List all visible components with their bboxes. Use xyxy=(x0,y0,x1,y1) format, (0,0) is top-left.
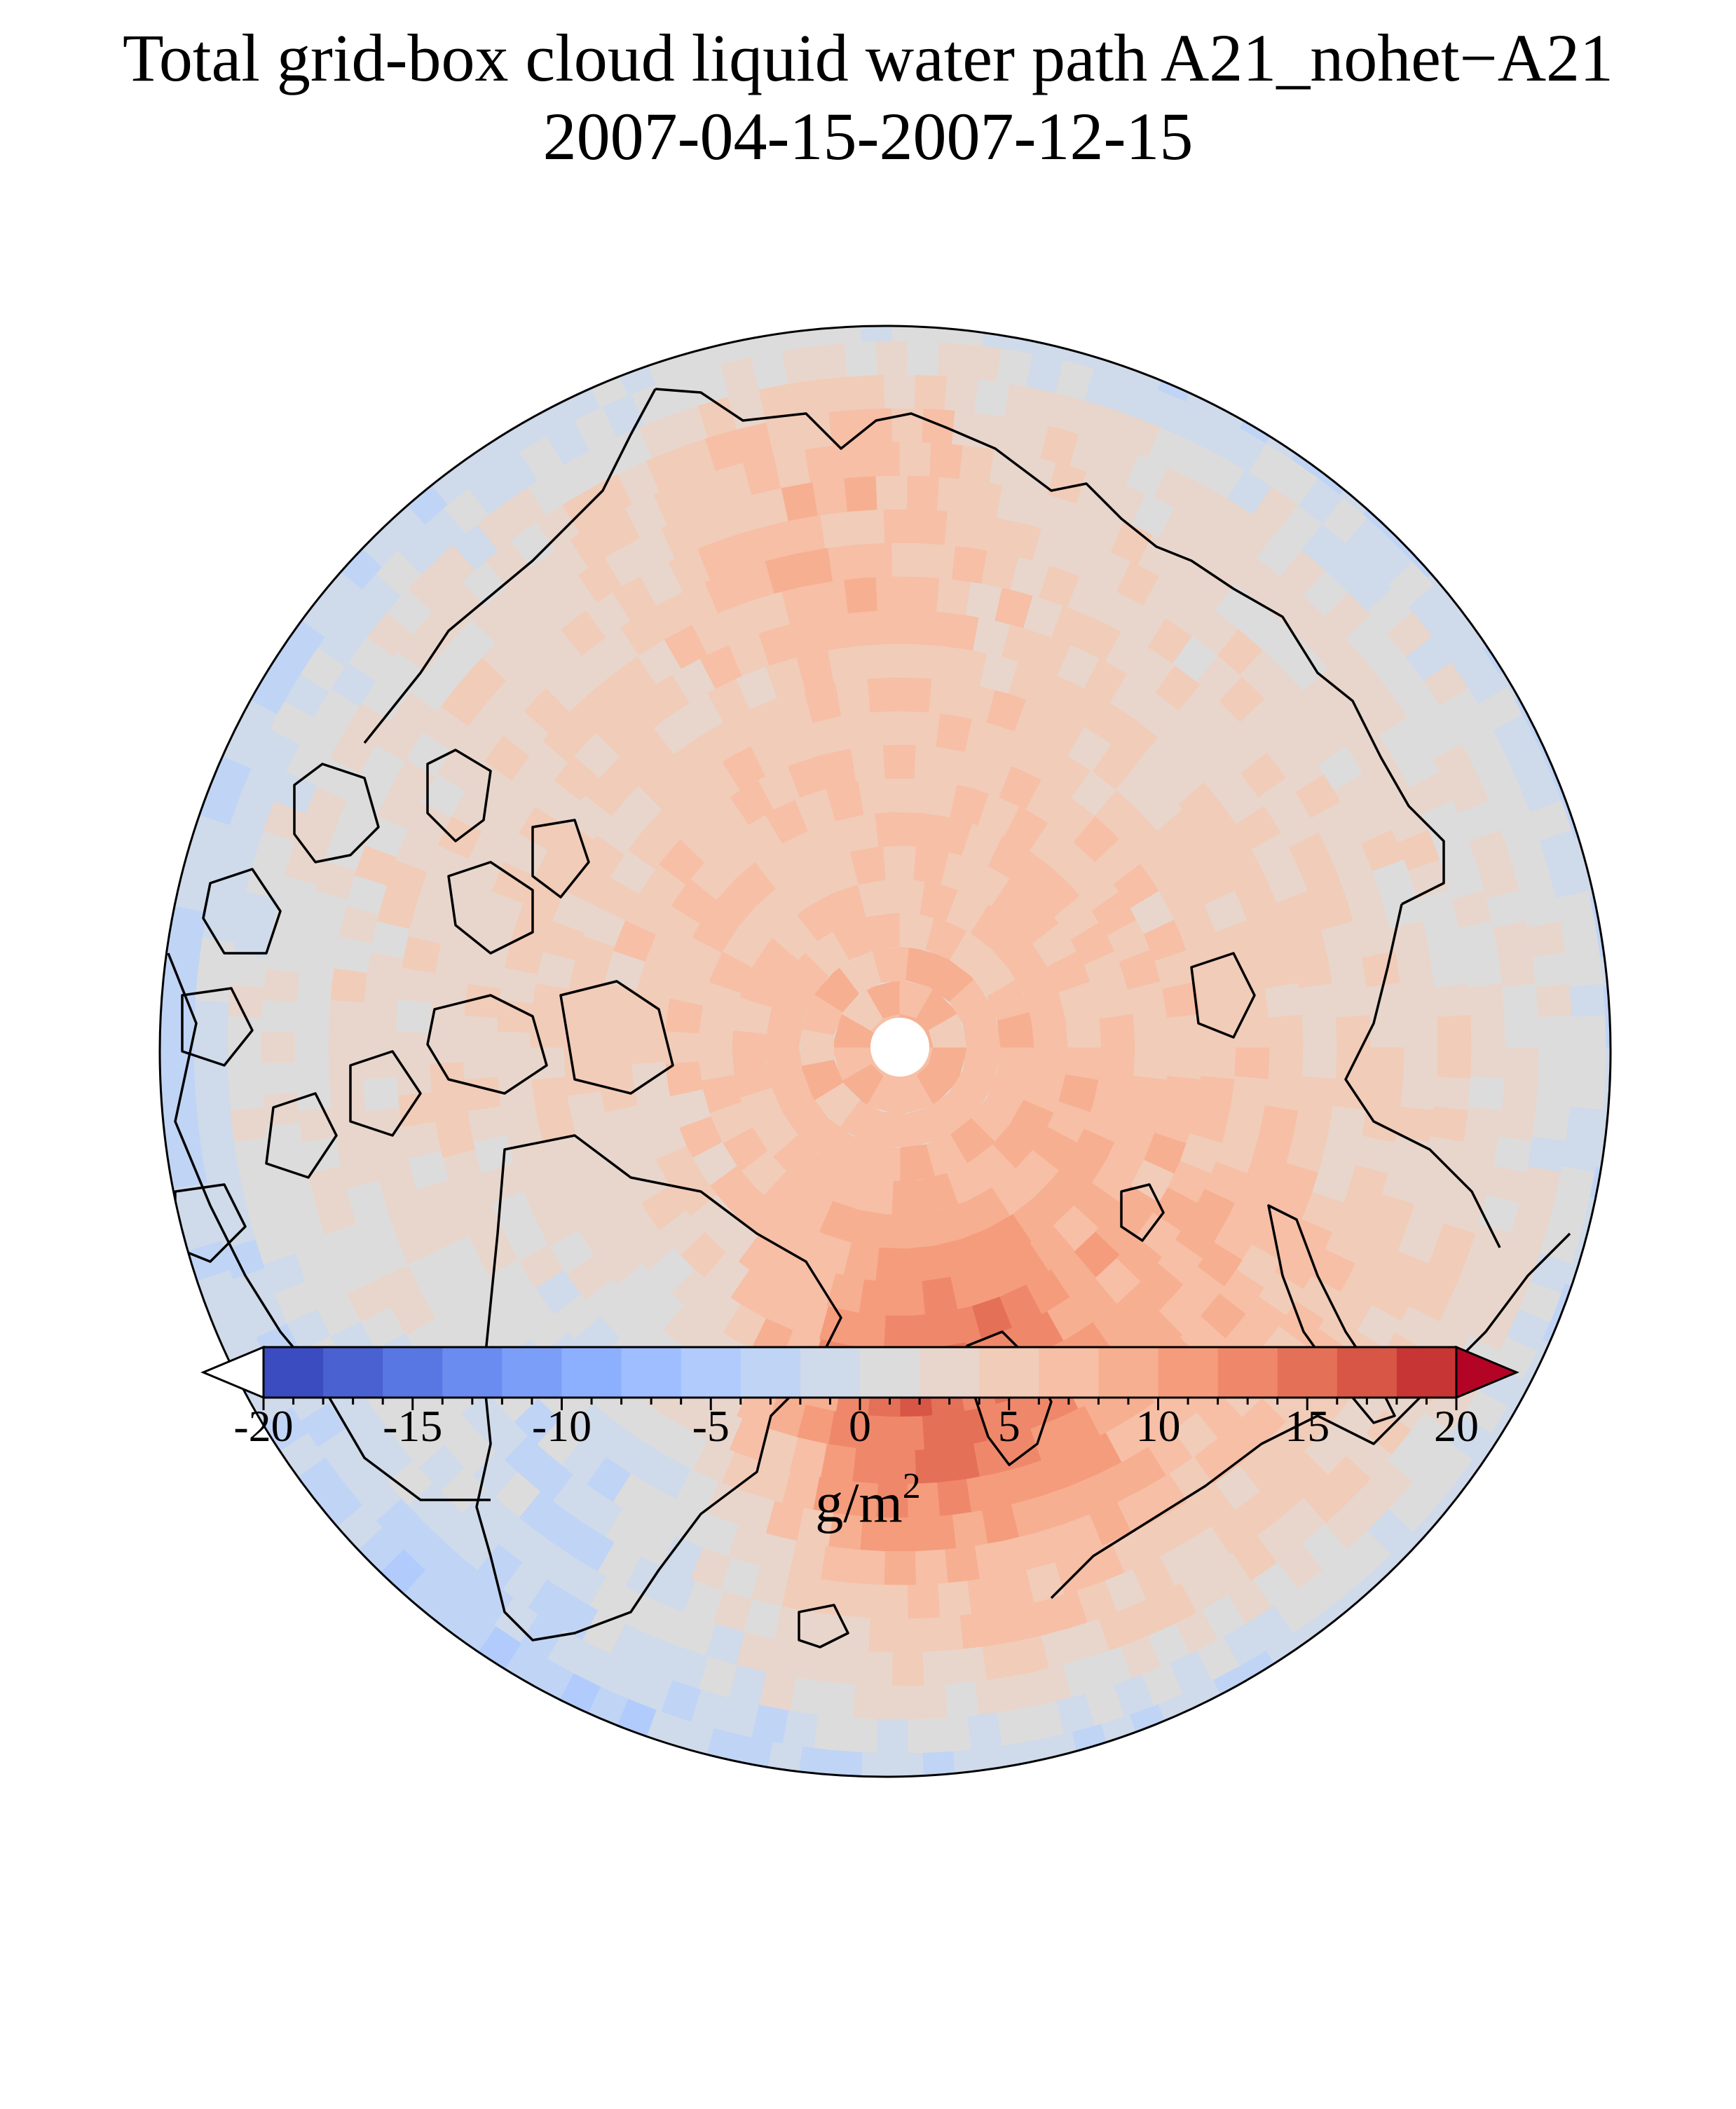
field-grid-cell xyxy=(1603,1077,1611,1111)
colorbar-cell xyxy=(800,1347,861,1398)
colorbar-units: g/m2 xyxy=(815,1466,921,1535)
colorbar-tick-label: 10 xyxy=(1135,1401,1181,1451)
colorbar-cell xyxy=(1337,1347,1397,1398)
map-boundary xyxy=(158,325,1612,1778)
colorbar-tick-label: -5 xyxy=(692,1401,730,1451)
colorbar-cell xyxy=(383,1347,443,1398)
field-grid-cell xyxy=(1605,1015,1611,1048)
colorbar-cell xyxy=(561,1347,622,1398)
colorbar-tick-label: -10 xyxy=(531,1401,592,1451)
colorbar-tick-label: 15 xyxy=(1285,1401,1330,1451)
colorbar-cell xyxy=(860,1347,920,1398)
colorbar-cell xyxy=(1039,1347,1099,1398)
field-grid-cell xyxy=(860,326,893,342)
colorbar-tick-label: 0 xyxy=(849,1401,871,1451)
colorbar-cell xyxy=(1098,1347,1159,1398)
colorbar-cell xyxy=(621,1347,682,1398)
field-grid-cell xyxy=(828,1749,863,1777)
colorbar-cell xyxy=(740,1347,801,1398)
field-grid-cell xyxy=(922,326,956,343)
field-grid-cell xyxy=(1603,983,1611,1018)
colorbar-cell xyxy=(323,1347,383,1398)
colorbar-extend-over xyxy=(1455,1345,1519,1400)
colorbar-extend-under xyxy=(200,1345,265,1400)
colorbar-cell xyxy=(1277,1347,1338,1398)
colorbar-cell xyxy=(681,1347,741,1398)
colorbar-cell xyxy=(502,1347,562,1398)
colorbar-cell xyxy=(442,1347,503,1398)
colorbar-cell xyxy=(264,1347,324,1398)
colorbar-cell xyxy=(1158,1347,1219,1398)
colorbar-tick-label: -20 xyxy=(233,1401,294,1451)
colorbar-cell xyxy=(920,1347,980,1398)
colorbar-tick-label: -15 xyxy=(383,1401,443,1451)
colorbar-cell xyxy=(1396,1347,1457,1398)
colorbar-cell xyxy=(1217,1347,1278,1398)
colorbar-tick-label: 20 xyxy=(1434,1401,1479,1451)
figure-title-line2: 2007-04-15-2007-12-15 xyxy=(542,99,1194,174)
field-grid-cell xyxy=(1605,1046,1611,1079)
field-grid-cell xyxy=(891,326,924,342)
figure-title-line1: Total grid-box cloud liquid water path A… xyxy=(122,20,1614,95)
colorbar-cell xyxy=(979,1347,1039,1398)
colorbar-tick-label: 5 xyxy=(997,1401,1020,1451)
pole-mask xyxy=(870,1018,929,1077)
coastlines xyxy=(167,388,1571,1649)
